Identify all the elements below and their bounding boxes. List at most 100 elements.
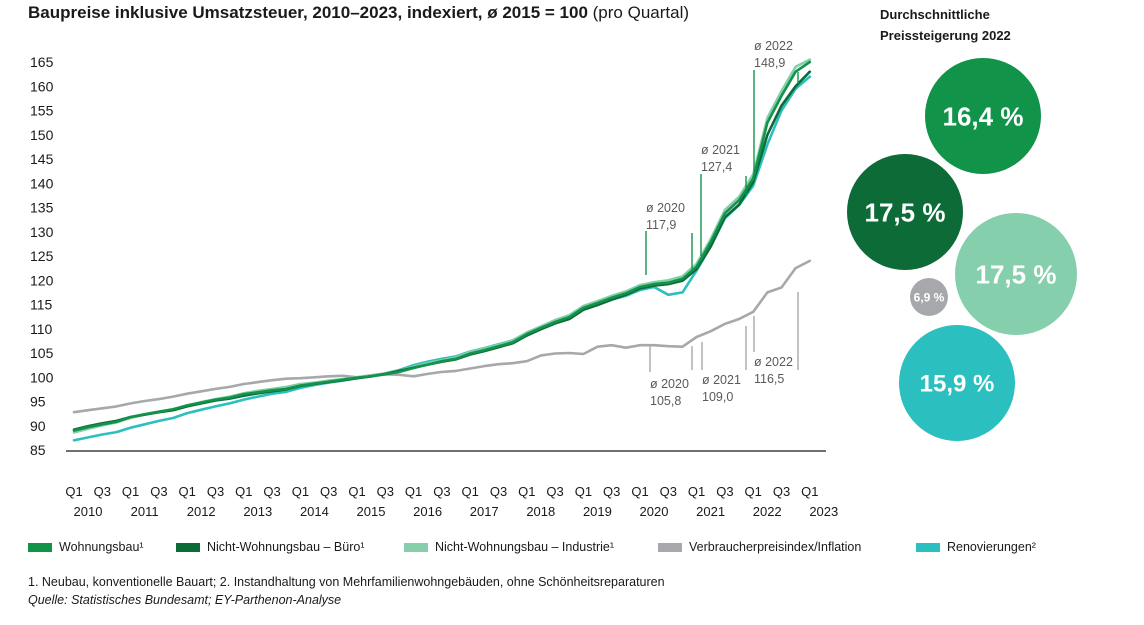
legend-label: Nicht-Wohnungsbau – Industrie¹ [435,540,615,554]
series-line [72,75,812,442]
bubble-label: 16,4 % [943,101,1024,131]
annotation-label: 148,9 [754,56,785,70]
x-tick-year-label: 2012 [187,504,216,519]
x-tick-year-label: 2011 [131,504,159,519]
y-tick-label: 100 [30,369,54,385]
y-tick-label: 85 [30,442,46,458]
y-tick-label: 125 [30,248,54,264]
source-note: Quelle: Statistisches Bundesamt; EY-Part… [28,593,342,607]
y-tick-label: 105 [30,345,54,361]
legend-label: Wohnungsbau¹ [59,540,144,554]
x-tick-quarter-label: Q1 [405,484,422,499]
annotation-label: 105,8 [650,394,681,408]
annotation-label: 109,0 [702,390,733,404]
x-tick-quarter-label: Q1 [122,484,139,499]
annotation-label: ø 2022 [754,39,793,53]
x-tick-year-label: 2013 [243,504,272,519]
percentage-bubble [847,154,963,270]
x-tick-quarter-label: Q3 [716,484,733,499]
x-tick-quarter-label: Q3 [546,484,563,499]
percentage-bubble [899,325,1015,441]
annotation-label: ø 2020 [650,377,689,391]
chart-title: Baupreise inklusive Umsatzsteuer, 2010–2… [28,3,689,23]
x-tick-year-label: 2023 [809,504,838,519]
annotation-label: 117,9 [646,218,676,232]
bubble-panel-title: Durchschnittliche Preissteigerung 2022 [880,4,1080,46]
legend-label: Verbraucherpreisindex/Inflation [689,540,862,554]
y-tick-label: 150 [30,127,54,143]
legend-item: Renovierungen² [916,538,1036,556]
x-tick-quarter-label: Q1 [745,484,762,499]
x-tick-quarter-label: Q3 [207,484,224,499]
legend-swatch [28,542,52,552]
percentage-bubble [925,58,1041,174]
x-tick-year-label: 2015 [357,504,386,519]
x-tick-quarter-label: Q1 [688,484,705,499]
chart-title-suffix: (pro Quartal) [592,3,690,22]
annotation-label: ø 2021 [701,143,740,157]
x-tick-quarter-label: Q3 [603,484,620,499]
bubble-panel-title-line2: Preissteigerung 2022 [880,28,1011,43]
x-tick-quarter-label: Q1 [518,484,535,499]
y-tick-label: 120 [30,272,54,288]
x-tick-year-label: 2014 [300,504,329,519]
x-tick-quarter-label: Q1 [462,484,479,499]
y-tick-label: 95 [30,394,46,410]
y-tick-label: 145 [30,151,54,167]
y-tick-label: 90 [30,418,46,434]
x-tick-quarter-label: Q3 [660,484,677,499]
bubble-label: 17,5 % [976,259,1057,289]
annotation-label: ø 2022 [754,355,793,369]
bubble-panel-title-line1: Durchschnittliche [880,7,990,22]
x-tick-quarter-label: Q1 [179,484,196,499]
x-tick-quarter-label: Q1 [292,484,309,499]
x-tick-quarter-label: Q3 [773,484,790,499]
x-tick-quarter-label: Q1 [235,484,252,499]
bubble-label: 15,9 % [920,371,995,398]
x-tick-quarter-label: Q3 [320,484,337,499]
x-tick-year-label: 2018 [526,504,555,519]
x-tick-quarter-label: Q1 [65,484,82,499]
chart-title-main: Baupreise inklusive Umsatzsteuer, 2010–2… [28,3,588,22]
y-tick-label: 160 [30,78,54,94]
legend-item: Verbraucherpreisindex/Inflation [658,538,861,556]
annotation-label: ø 2021 [702,373,741,387]
x-tick-year-label: 2021 [696,504,725,519]
legend-item: Nicht-Wohnungsbau – Industrie¹ [404,538,614,556]
series-line [72,58,812,434]
legend-swatch [404,542,428,552]
y-tick-label: 140 [30,175,54,191]
y-tick-label: 115 [30,297,53,313]
x-tick-quarter-label: Q3 [94,484,111,499]
y-tick-label: 110 [30,321,53,337]
x-tick-quarter-label: Q3 [263,484,280,499]
x-tick-quarter-label: Q3 [490,484,507,499]
x-tick-year-label: 2020 [640,504,669,519]
series-line [72,70,812,431]
chart-legend: Wohnungsbau¹ Nicht-Wohnungsbau – Büro¹ Nic… [28,538,1138,556]
x-tick-year-label: 2010 [74,504,103,519]
legend-swatch [916,542,940,552]
legend-label: Renovierungen² [947,540,1036,554]
legend-item: Nicht-Wohnungsbau – Büro¹ [176,538,365,556]
y-tick-label: 165 [30,54,54,70]
y-tick-label: 130 [30,224,54,240]
y-tick-label: 135 [30,200,54,216]
x-tick-quarter-label: Q3 [433,484,450,499]
legend-swatch [658,542,682,552]
x-tick-year-label: 2016 [413,504,442,519]
annotation-label: 127,4 [701,160,732,174]
legend-item: Wohnungsbau¹ [28,538,144,556]
series-line [72,259,812,414]
annotation-label: 116,5 [754,372,784,386]
x-tick-quarter-label: Q1 [575,484,592,499]
x-tick-quarter-label: Q3 [377,484,394,499]
x-tick-year-label: 2022 [753,504,782,519]
percentage-bubble [910,278,948,316]
bubble-label: 6,9 % [914,290,945,304]
y-tick-label: 155 [30,103,54,119]
x-tick-year-label: 2017 [470,504,499,519]
x-tick-quarter-label: Q1 [801,484,818,499]
annotation-label: ø 2020 [646,201,685,215]
